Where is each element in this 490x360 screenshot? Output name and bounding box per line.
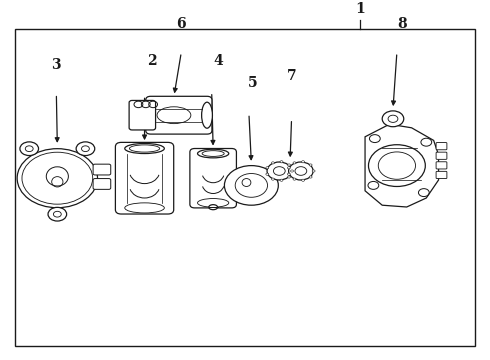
Circle shape <box>271 162 274 164</box>
Ellipse shape <box>197 149 229 158</box>
Text: 6: 6 <box>176 17 186 31</box>
Circle shape <box>266 173 269 175</box>
Circle shape <box>288 176 291 178</box>
Circle shape <box>293 178 296 180</box>
FancyBboxPatch shape <box>436 152 447 159</box>
FancyBboxPatch shape <box>129 100 156 130</box>
Text: 8: 8 <box>397 17 407 31</box>
FancyBboxPatch shape <box>93 179 111 189</box>
Circle shape <box>288 173 291 175</box>
Text: 3: 3 <box>51 58 61 72</box>
Circle shape <box>76 142 95 156</box>
FancyBboxPatch shape <box>436 143 447 150</box>
Circle shape <box>302 179 305 181</box>
Circle shape <box>293 162 296 164</box>
FancyBboxPatch shape <box>190 149 237 208</box>
FancyBboxPatch shape <box>146 96 212 134</box>
Ellipse shape <box>129 145 160 152</box>
FancyBboxPatch shape <box>116 143 173 214</box>
Circle shape <box>17 149 98 208</box>
Circle shape <box>291 170 294 172</box>
Text: 1: 1 <box>355 2 365 16</box>
Text: 2: 2 <box>147 54 157 68</box>
Ellipse shape <box>202 150 224 156</box>
Polygon shape <box>365 124 439 207</box>
Text: 4: 4 <box>213 54 223 68</box>
Circle shape <box>20 142 39 156</box>
Circle shape <box>271 178 274 180</box>
Circle shape <box>309 164 312 166</box>
Text: 7: 7 <box>287 69 296 83</box>
Circle shape <box>48 207 67 221</box>
Bar <box>15 29 475 346</box>
Circle shape <box>267 162 292 180</box>
Text: 5: 5 <box>247 76 257 90</box>
FancyBboxPatch shape <box>436 162 447 169</box>
Circle shape <box>280 179 283 181</box>
Ellipse shape <box>125 143 164 153</box>
Ellipse shape <box>201 102 213 128</box>
Circle shape <box>224 166 278 205</box>
Circle shape <box>289 162 313 180</box>
Circle shape <box>280 161 283 163</box>
Circle shape <box>288 164 291 166</box>
Circle shape <box>266 167 269 169</box>
Circle shape <box>312 170 315 172</box>
Circle shape <box>302 161 305 163</box>
FancyBboxPatch shape <box>436 171 447 179</box>
Circle shape <box>309 176 312 178</box>
Ellipse shape <box>209 204 218 210</box>
Circle shape <box>382 111 404 127</box>
FancyBboxPatch shape <box>93 164 111 175</box>
Circle shape <box>288 167 291 169</box>
